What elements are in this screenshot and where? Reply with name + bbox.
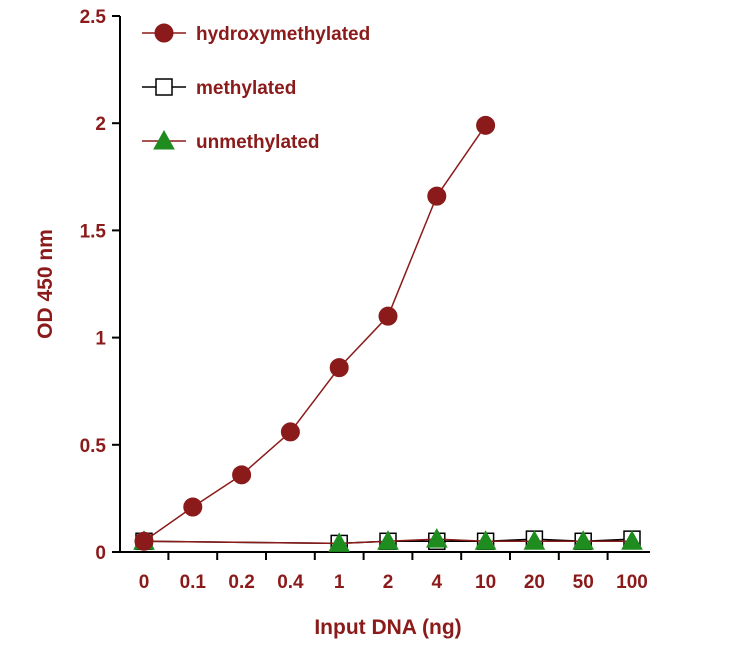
y-tick-label: 1 <box>95 329 106 350</box>
y-tick-label: 2.5 <box>80 7 107 28</box>
legend-label: methylated <box>196 78 296 99</box>
legend: hydroxymethylated methylated unmethylated <box>142 23 370 153</box>
data-point <box>378 306 398 326</box>
data-point <box>328 532 351 552</box>
data-point <box>280 422 300 442</box>
series-line-segment <box>436 538 486 543</box>
y-axis-title: OD 450 nm <box>34 229 57 339</box>
legend-marker <box>154 23 174 43</box>
data-point <box>232 465 252 485</box>
series-line-segment <box>192 474 243 508</box>
y-tick-label: 0.5 <box>80 436 107 457</box>
legend-label: hydroxymethylated <box>196 24 370 45</box>
data-point <box>183 497 203 517</box>
y-tick-label: 2 <box>95 114 106 135</box>
legend-item: hydroxymethylated <box>142 23 370 45</box>
data-point <box>377 530 399 550</box>
series-line-segment <box>338 315 389 369</box>
axes: 0 0.5 1 1.5 2 2.5 0 0.1 0.2 0.4 1 2 4 10 20 50 100 <box>80 7 650 593</box>
series-line-segment <box>289 367 340 433</box>
legend-marker <box>153 129 175 150</box>
data-point <box>134 531 154 551</box>
series-layer <box>133 115 643 553</box>
data-point <box>572 530 595 550</box>
x-tick-label: 1 <box>334 572 345 593</box>
series-line-segment <box>143 540 340 545</box>
x-tick-label: 20 <box>524 572 545 593</box>
legend-item: unmethylated <box>142 129 320 153</box>
x-tick-label: 0 <box>139 572 150 593</box>
x-tick-label: 50 <box>573 572 594 593</box>
series-line-segment <box>387 195 438 317</box>
series-line-segment <box>339 540 389 545</box>
data-point <box>474 530 497 550</box>
data-point <box>427 186 447 206</box>
data-point <box>621 530 643 550</box>
x-tick-label: 4 <box>432 572 443 593</box>
y-tick-label: 0 <box>95 543 106 564</box>
data-point <box>523 530 546 550</box>
x-tick-label: 100 <box>616 572 648 593</box>
legend-label: unmethylated <box>196 132 320 153</box>
x-tick-label: 2 <box>383 572 394 593</box>
series-line-segment <box>436 124 487 197</box>
x-tick-label: 10 <box>475 572 496 593</box>
y-tick-label: 1.5 <box>80 221 107 242</box>
x-tick-label: 0.1 <box>180 572 207 593</box>
data-point <box>329 358 349 378</box>
series-hydroxymethylated <box>134 115 496 551</box>
data-point <box>476 115 496 135</box>
series-line-segment <box>387 538 437 543</box>
legend-marker <box>155 78 173 96</box>
series-unmethylated <box>133 528 643 552</box>
x-tick-label: 0.4 <box>277 572 304 593</box>
series-line-segment <box>143 506 194 542</box>
x-axis-title: Input DNA (ng) <box>314 616 461 639</box>
data-point <box>425 528 448 548</box>
series-line-segment <box>241 431 291 476</box>
legend-item: methylated <box>142 78 296 99</box>
x-tick-label: 0.2 <box>228 572 254 593</box>
